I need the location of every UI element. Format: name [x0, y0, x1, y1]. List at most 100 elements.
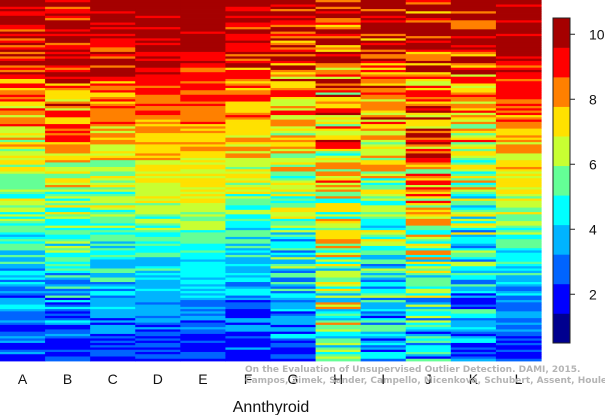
- heatmap-cell: [0, 261, 46, 265]
- heatmap-cell: [405, 286, 452, 290]
- heatmap-cell: [270, 196, 317, 199]
- heatmap-cell: [360, 166, 407, 170]
- heatmap-cell: [450, 33, 497, 37]
- heatmap-cell: [450, 185, 497, 188]
- heatmap-cell: [315, 142, 362, 145]
- heatmap-cell: [270, 162, 317, 166]
- heatmap-cell: [315, 74, 362, 78]
- heatmap-cell: [180, 331, 227, 335]
- heatmap-cell: [45, 315, 91, 319]
- heatmap-cell: [225, 198, 272, 202]
- heatmap-cell: [225, 315, 272, 319]
- heatmap-cell: [450, 65, 497, 69]
- heatmap-cell: [360, 295, 407, 299]
- heatmap-cell: [405, 218, 452, 222]
- heatmap-cell: [270, 209, 317, 213]
- heatmap-cell: [180, 67, 227, 71]
- heatmap-cell: [45, 259, 91, 263]
- heatmap-cell: [360, 65, 407, 69]
- heatmap-cell: [405, 151, 452, 154]
- heatmap-cell: [135, 295, 181, 299]
- heatmap-cell: [495, 63, 542, 66]
- heatmap-cell: [405, 257, 452, 260]
- heatmap-cell: [315, 252, 362, 256]
- heatmap-cell: [495, 173, 542, 177]
- heatmap-cell: [225, 221, 272, 224]
- heatmap-cell: [90, 38, 136, 42]
- heatmap-cell: [135, 358, 181, 362]
- heatmap-cell: [270, 175, 317, 179]
- heatmap-cell: [450, 342, 497, 346]
- heatmap-cell: [90, 101, 136, 105]
- heatmap-cell: [0, 207, 46, 211]
- heatmap-cell: [495, 6, 542, 10]
- heatmap-cell: [225, 175, 272, 179]
- heatmap-cell: [225, 110, 272, 114]
- heatmap-cell: [495, 22, 542, 26]
- heatmap-cell: [315, 137, 362, 141]
- heatmap-cell: [90, 227, 136, 231]
- heatmap-cell: [270, 214, 317, 217]
- heatmap-cell: [0, 245, 46, 249]
- heatmap-cell: [405, 83, 452, 87]
- heatmap-cell: [315, 106, 362, 109]
- heatmap-cell: [135, 331, 181, 335]
- heatmap-cell: [90, 223, 136, 227]
- heatmap-cell: [495, 20, 542, 23]
- heatmap-cell: [450, 51, 497, 55]
- heatmap-cell: [315, 38, 362, 42]
- heatmap-cell: [180, 4, 227, 8]
- heatmap-cell: [495, 209, 542, 213]
- heatmap-cell: [270, 106, 317, 109]
- heatmap-cell: [180, 153, 227, 157]
- heatmap-cell: [495, 76, 542, 80]
- heatmap-cell: [405, 277, 452, 281]
- heatmap-cell: [180, 338, 227, 342]
- heatmap-cell: [270, 340, 317, 344]
- colorbar-tick-label: 8: [589, 91, 597, 107]
- heatmap-cell: [0, 331, 46, 335]
- heatmap-cell: [45, 293, 91, 296]
- heatmap-cell: [450, 15, 497, 19]
- heatmap-cell: [0, 185, 46, 188]
- heatmap-cell: [135, 196, 181, 199]
- heatmap-cell: [405, 60, 452, 64]
- heatmap-cell: [90, 108, 136, 111]
- colorbar-border: [552, 17, 571, 344]
- heatmap-cell: [360, 288, 407, 292]
- heatmap-cell: [90, 112, 136, 116]
- heatmap-cell: [360, 51, 407, 55]
- heatmap-cell: [0, 318, 46, 321]
- heatmap-cell: [270, 241, 317, 245]
- heatmap-cell: [45, 198, 91, 202]
- heatmap-cell: [315, 11, 362, 14]
- heatmap-cell: [270, 47, 317, 51]
- heatmap-cell: [495, 225, 542, 229]
- heatmap-cell: [315, 232, 362, 236]
- heatmap-cell: [360, 205, 407, 208]
- heatmap-cell: [360, 200, 407, 204]
- heatmap-cell: [180, 0, 227, 3]
- heatmap-cell: [180, 31, 227, 35]
- heatmap-cell: [0, 166, 46, 170]
- heatmap-cell: [225, 257, 272, 260]
- heatmap-cell: [315, 94, 362, 98]
- heatmap-cell: [0, 137, 46, 141]
- heatmap-cell: [45, 245, 91, 249]
- heatmap-cell: [180, 9, 227, 12]
- heatmap-cell: [225, 87, 272, 91]
- heatmap-cell: [90, 277, 136, 281]
- heatmap-cell: [0, 99, 46, 102]
- heatmap-cell: [270, 166, 317, 170]
- heatmap-cell: [0, 24, 46, 28]
- heatmap-cell: [315, 42, 362, 46]
- heatmap-cell: [270, 99, 317, 102]
- heatmap-cell: [90, 345, 136, 348]
- heatmap-cell: [360, 284, 407, 287]
- heatmap-cell: [45, 320, 91, 324]
- heatmap-cell: [180, 291, 227, 294]
- heatmap-cell: [135, 67, 181, 71]
- heatmap-cell: [180, 185, 227, 188]
- heatmap-cell: [0, 241, 46, 245]
- heatmap-cell: [405, 49, 452, 53]
